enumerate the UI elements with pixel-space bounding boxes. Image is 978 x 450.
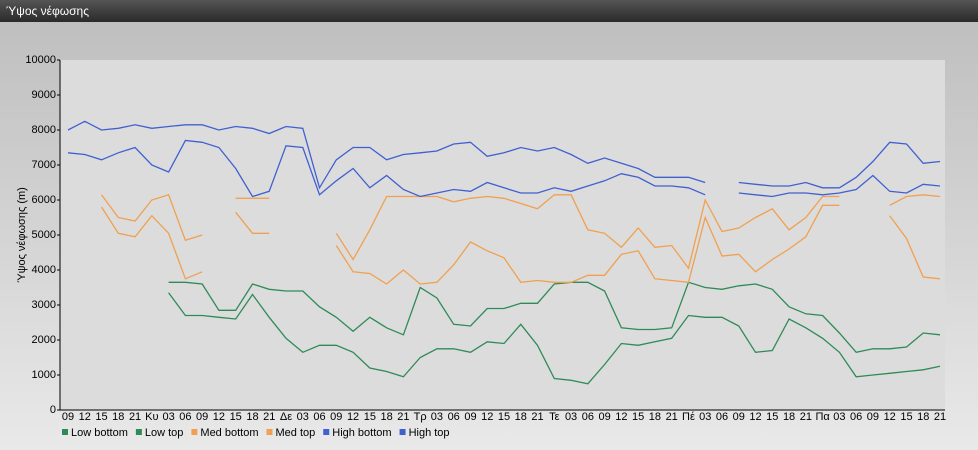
x-tick-label: 21 bbox=[666, 411, 678, 423]
x-tick-label: 12 bbox=[884, 411, 896, 423]
x-tick-label: 15 bbox=[498, 411, 510, 423]
y-tick-label: 6000 bbox=[32, 194, 56, 206]
x-tick-label: 18 bbox=[112, 411, 124, 423]
series-line bbox=[889, 194, 941, 206]
x-tick-label: 18 bbox=[380, 411, 392, 423]
x-tick-label: 12 bbox=[347, 411, 359, 423]
x-tick-label: 12 bbox=[481, 411, 493, 423]
x-tick-label: 21 bbox=[800, 411, 812, 423]
y-tick-label: 0 bbox=[50, 404, 56, 416]
y-tick-label: 2000 bbox=[32, 334, 56, 346]
legend-label: Low bottom bbox=[71, 427, 128, 439]
x-tick-label: Δε bbox=[280, 411, 292, 423]
x-tick-label: 15 bbox=[766, 411, 778, 423]
x-tick-label: 09 bbox=[330, 411, 342, 423]
x-tick-label: 09 bbox=[62, 411, 74, 423]
x-tick-label: Πα bbox=[815, 411, 830, 423]
x-tick-label: 06 bbox=[716, 411, 728, 423]
legend-label: High top bbox=[409, 427, 450, 439]
x-tick-label: Τε bbox=[549, 411, 560, 423]
series-line bbox=[168, 292, 941, 385]
x-tick-label: 03 bbox=[699, 411, 711, 423]
y-tick-label: 4000 bbox=[32, 264, 56, 276]
x-tick-label: 21 bbox=[531, 411, 543, 423]
x-tick-label: 12 bbox=[749, 411, 761, 423]
series-line bbox=[67, 139, 706, 198]
x-tick-label: 18 bbox=[649, 411, 661, 423]
x-tick-label: 12 bbox=[615, 411, 627, 423]
legend-label: Low top bbox=[145, 427, 184, 439]
series-line bbox=[168, 281, 941, 354]
legend-swatch bbox=[323, 429, 330, 435]
y-tick-label: 10000 bbox=[25, 54, 56, 66]
legend-label: High bottom bbox=[332, 427, 391, 439]
x-tick-label: 06 bbox=[313, 411, 325, 423]
y-tick-label: 1000 bbox=[32, 369, 56, 381]
x-tick-label: 03 bbox=[431, 411, 443, 423]
y-tick-label: 5000 bbox=[32, 229, 56, 241]
x-tick-label: 21 bbox=[397, 411, 409, 423]
x-tick-label: 06 bbox=[179, 411, 191, 423]
x-tick-label: 09 bbox=[733, 411, 745, 423]
x-tick-label: 15 bbox=[364, 411, 376, 423]
x-tick-label: 03 bbox=[162, 411, 174, 423]
x-tick-label: 03 bbox=[565, 411, 577, 423]
x-tick-label: 18 bbox=[515, 411, 527, 423]
legend-swatch bbox=[62, 429, 68, 435]
series-line bbox=[100, 193, 203, 242]
x-tick-label: 12 bbox=[79, 411, 91, 423]
x-tick-label: 18 bbox=[783, 411, 795, 423]
y-tick-label: 7000 bbox=[32, 159, 56, 171]
x-tick-label: 12 bbox=[213, 411, 225, 423]
legend: Low bottom Low top Med bottom Med top High b… bbox=[62, 427, 450, 439]
x-tick-label: 21 bbox=[263, 411, 275, 423]
title-bar bbox=[0, 0, 978, 22]
legend-label: Med bottom bbox=[200, 427, 258, 439]
y-tick-label: 9000 bbox=[32, 89, 56, 101]
series-line bbox=[889, 215, 941, 280]
series-line bbox=[738, 141, 941, 189]
y-tick-label: 8000 bbox=[32, 124, 56, 136]
series-line bbox=[738, 174, 941, 198]
series-line bbox=[100, 206, 203, 280]
x-tick-label: 09 bbox=[867, 411, 879, 423]
x-tick-label: 06 bbox=[850, 411, 862, 423]
x-tick-label: 09 bbox=[464, 411, 476, 423]
x-tick-label: Πέ bbox=[682, 411, 695, 423]
chart-title: Ύψος νέφωσης bbox=[6, 4, 89, 18]
x-tick-label: 15 bbox=[230, 411, 242, 423]
y-tick-label: 3000 bbox=[32, 299, 56, 311]
x-tick-label: Τρ bbox=[414, 411, 427, 423]
x-tick-label: 09 bbox=[598, 411, 610, 423]
x-tick-label: 09 bbox=[196, 411, 208, 423]
x-tick-label: 03 bbox=[297, 411, 309, 423]
x-tick-label: 21 bbox=[934, 411, 946, 423]
x-tick-label: 03 bbox=[833, 411, 845, 423]
series-line bbox=[335, 204, 840, 285]
legend-swatch bbox=[191, 429, 198, 435]
x-tick-label: 15 bbox=[900, 411, 912, 423]
legend-label: Med top bbox=[276, 427, 316, 439]
legend-swatch bbox=[399, 429, 406, 435]
plot-area bbox=[60, 60, 945, 410]
series-line bbox=[235, 211, 270, 234]
x-tick-label: 18 bbox=[917, 411, 929, 423]
legend-swatch bbox=[266, 429, 273, 435]
x-tick-label: 21 bbox=[129, 411, 141, 423]
x-tick-label: 15 bbox=[95, 411, 107, 423]
x-tick-label: 18 bbox=[246, 411, 258, 423]
y-axis-label: Ύψος νέφωσης (m) bbox=[16, 187, 28, 283]
legend-swatch bbox=[135, 429, 142, 435]
x-tick-label: 15 bbox=[632, 411, 644, 423]
x-tick-label: Κυ bbox=[145, 411, 158, 423]
x-tick-label: 06 bbox=[582, 411, 594, 423]
x-tick-label: 06 bbox=[448, 411, 460, 423]
series-line bbox=[67, 120, 706, 190]
